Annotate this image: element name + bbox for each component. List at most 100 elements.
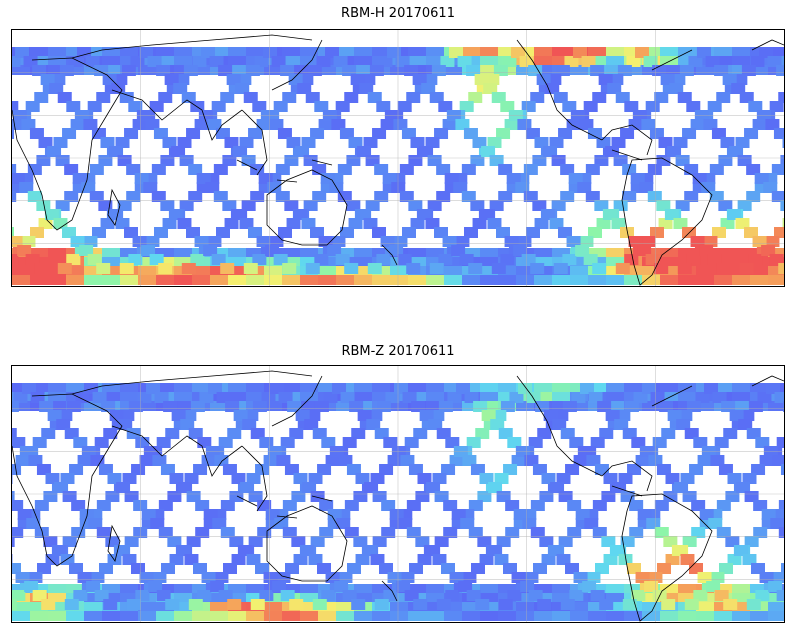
swath-cell	[684, 428, 699, 439]
swath-cell	[602, 209, 617, 220]
swath-cell	[124, 536, 139, 547]
swath-cell	[443, 500, 458, 511]
swath-cell	[736, 482, 751, 493]
swath-cell	[528, 65, 543, 76]
swath-cell	[21, 236, 36, 247]
coastline-path	[611, 149, 643, 161]
swath-cell	[211, 101, 226, 112]
swath-cell	[246, 392, 265, 402]
swath-cell	[624, 47, 643, 57]
swath-cell	[699, 509, 714, 520]
swath-cell	[727, 473, 742, 484]
swath-cell	[246, 248, 265, 258]
swath-cell	[530, 527, 545, 538]
swath-cell	[587, 128, 602, 139]
swath-cell	[401, 128, 416, 139]
swath-cell	[740, 410, 755, 421]
swath-cell	[390, 275, 409, 285]
swath-cell	[12, 563, 21, 574]
swath-cell	[30, 47, 49, 57]
swath-cell	[686, 401, 701, 412]
swath-cell	[462, 383, 481, 393]
swath-cell	[12, 590, 26, 601]
coastline-path	[621, 493, 713, 622]
swath-cell	[334, 581, 349, 592]
swath-cell	[275, 164, 290, 175]
swath-cell	[53, 218, 68, 229]
swath-cell	[588, 56, 607, 66]
swath-cell	[319, 527, 334, 538]
swath-cell	[624, 65, 643, 75]
swath-cell	[240, 482, 255, 493]
swath-cell	[55, 200, 70, 211]
swath-cell	[596, 137, 611, 148]
swath-cell	[303, 200, 318, 211]
swath-cell	[325, 455, 340, 466]
swath-cell	[122, 473, 137, 484]
swath-cell	[228, 248, 247, 258]
swath-cell	[535, 401, 550, 412]
swath-cell	[697, 572, 712, 583]
swath-cell	[462, 275, 481, 285]
swath-cell	[398, 518, 413, 529]
swath-cell	[408, 383, 427, 393]
swath-cell	[252, 101, 267, 112]
swath-cell	[660, 266, 679, 276]
swath-cell	[188, 191, 203, 202]
swath-cell	[393, 236, 408, 247]
swath-cell	[453, 173, 468, 184]
swath-cell	[750, 266, 769, 276]
swath-cell	[163, 401, 178, 412]
swath-cell	[184, 473, 199, 484]
swath-cell	[248, 536, 263, 547]
swath-cell	[66, 266, 85, 276]
coastline-path	[12, 57, 123, 231]
swath-cell	[425, 218, 440, 229]
swath-cell	[718, 155, 733, 166]
swath-cell	[105, 536, 120, 547]
swath-cell	[167, 536, 182, 547]
swath-cell	[374, 191, 389, 202]
swath-cell	[738, 419, 753, 430]
swath-cell	[490, 419, 505, 430]
swath-cell	[759, 455, 774, 466]
swath-cell	[379, 563, 393, 574]
swath-cell	[511, 572, 526, 583]
swath-cell	[278, 392, 293, 403]
swath-cell	[34, 263, 49, 274]
swath-cell	[89, 164, 104, 175]
swath-cell	[367, 92, 382, 103]
swath-cell	[534, 137, 549, 148]
swath-cell	[207, 119, 222, 130]
swath-cell	[124, 491, 139, 502]
swath-cell	[331, 236, 346, 247]
swath-cell	[94, 590, 109, 601]
swath-cell	[372, 491, 387, 502]
swath-cell	[69, 464, 84, 475]
swath-cell	[228, 593, 247, 603]
swath-cell	[346, 155, 361, 166]
swath-cell	[712, 392, 727, 403]
swath-cell	[588, 392, 603, 403]
swath-cell	[270, 383, 284, 394]
swath-cell	[442, 119, 457, 130]
swath-cell	[523, 191, 538, 202]
swath-cell	[12, 275, 31, 285]
swath-cell	[598, 74, 613, 85]
swath-cell	[744, 227, 758, 238]
swath-cell	[120, 584, 139, 594]
swath-cell	[689, 563, 703, 574]
swath-cell	[87, 254, 102, 265]
swath-cell	[135, 590, 150, 601]
swath-cell	[30, 383, 49, 393]
swath-cell	[436, 599, 451, 610]
swath-cell	[102, 257, 121, 267]
swath-cell	[526, 227, 540, 238]
swath-cell	[393, 119, 408, 130]
swath-cell	[423, 74, 438, 85]
swath-cell	[427, 155, 442, 166]
swath-cell	[755, 590, 770, 601]
swath-cell	[642, 248, 661, 258]
swath-cell	[62, 536, 77, 547]
swath-cell	[402, 227, 416, 238]
